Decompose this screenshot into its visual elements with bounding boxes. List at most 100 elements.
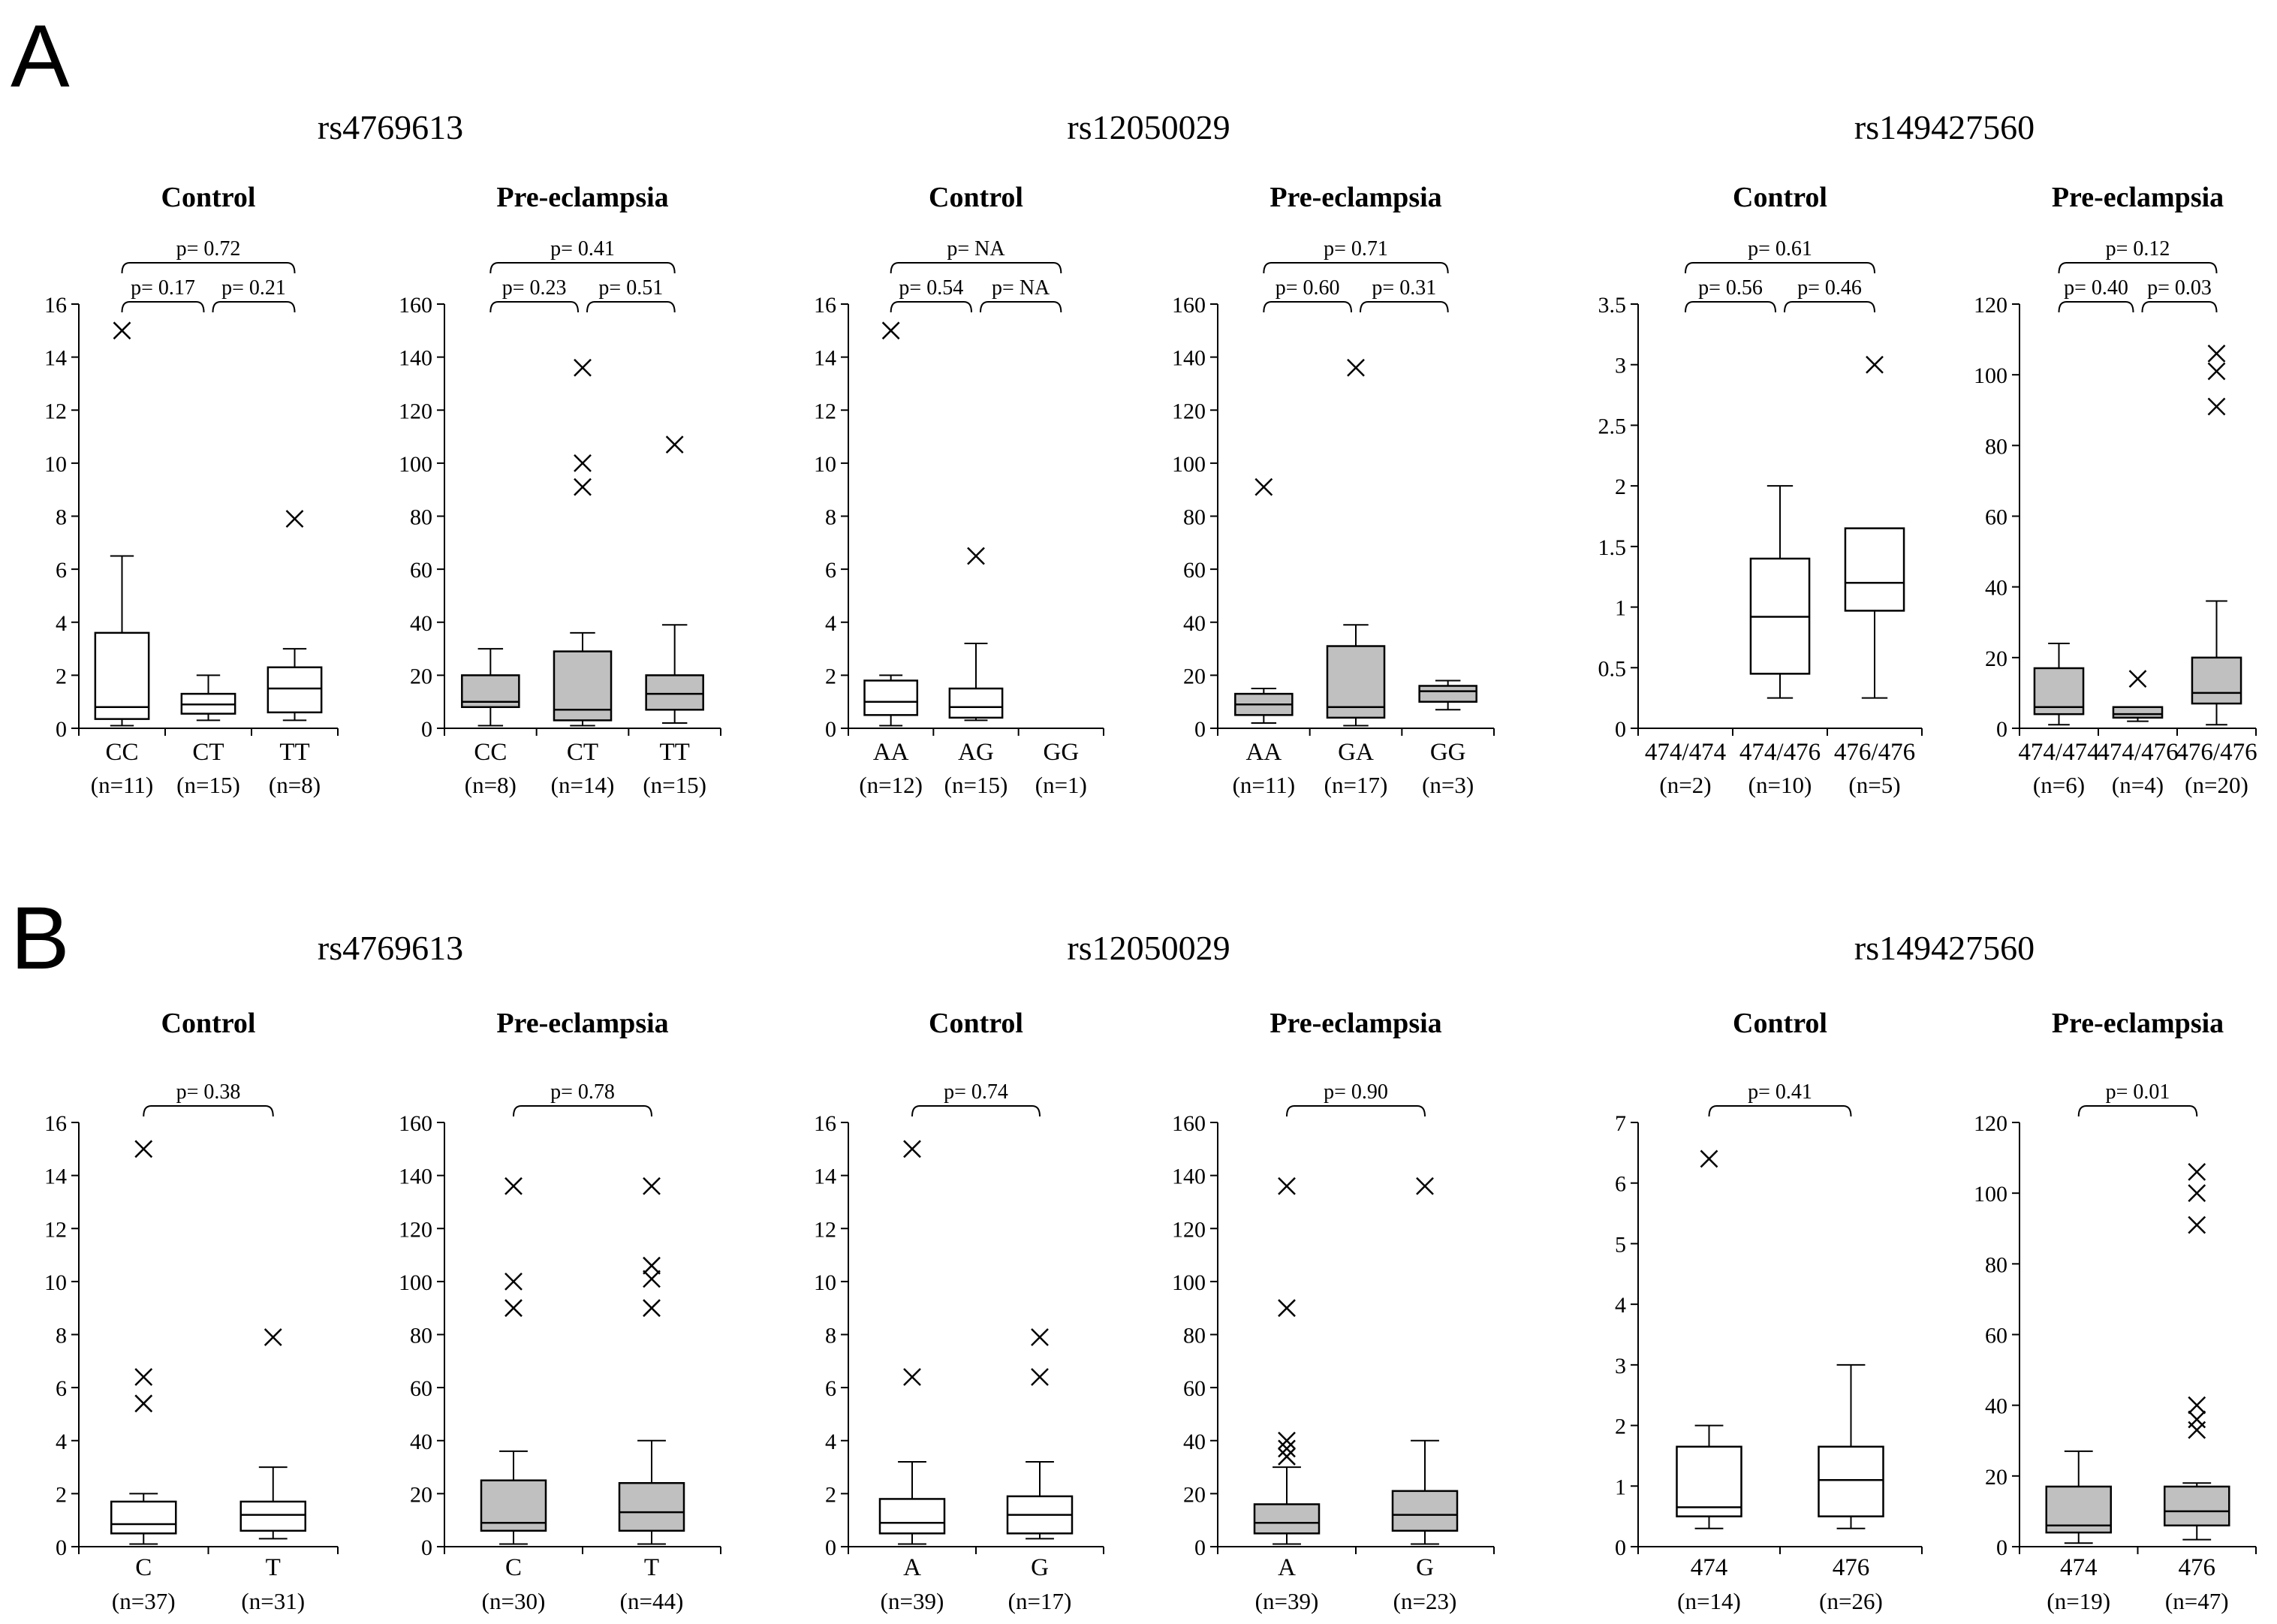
y-tick-label: 160 [1172,293,1206,318]
y-tick-label: 2 [1615,475,1626,499]
outlier-marker [903,1368,921,1386]
outlier-marker [113,321,131,340]
y-tick-label: 40 [1985,1394,2007,1419]
y-tick-label: 0 [1615,1535,1626,1560]
y-tick-label: 2 [1615,1415,1626,1439]
iqr-box [2191,656,2242,705]
bracket-line [143,1105,274,1117]
y-tick-label: 0 [1194,717,1206,742]
bracket-line [121,301,205,313]
y-tick-label: 16 [44,293,67,318]
y-tick-label: 3 [1615,354,1626,378]
y-tick-label: 16 [814,293,836,318]
panel-label-b: B [11,889,70,988]
count-label: (n=37) [112,1588,176,1614]
chart-a-rs149427560: rs149427560 Control 0 0.5 1 1.5 2 2.5 3 3.5 474/47… [1598,108,2035,798]
y-tick-label: 12 [814,1217,836,1242]
snp-title: rs4769613 [318,108,463,146]
y-tick-label: 20 [410,1482,432,1507]
group-title: Control [929,1008,1023,1039]
charts-layer: rs4769613Control0246810121416CC(n=11)CT(… [44,108,2257,1614]
box-g [1006,1461,1074,1540]
category-label: CC [105,739,138,766]
group-title: Control [161,182,256,213]
iqr-box [2112,706,2164,719]
chart-b-rs12050029: rs12050029 Control 0 2 4 6 8 10 12 14 16 A (n=39) G (n… [814,929,1230,1614]
outlier-marker [134,1140,153,1158]
category-label: CT [567,739,598,766]
comparison-bracket: p= 0.12 [2058,237,2218,274]
count-label: (n=3) [1422,772,1474,798]
box-tt [267,648,323,722]
chart-b-rs4769613-pe: Pre-eclampsia 0 20 40 60 80 100 120 140 160 C (n=30… [399,1008,721,1614]
iqr-box [1844,527,1905,612]
y-tick-label: 160 [399,1111,432,1136]
count-label: (n=11) [91,772,153,798]
count-label: (n=12) [859,772,923,798]
outlier-marker [2188,1396,2206,1415]
outlier-marker [1866,355,1884,374]
box-476 [2164,1482,2230,1541]
box-476-476 [2191,600,2242,726]
p-value-label: p= 0.90 [1324,1080,1388,1104]
y-tick-label: 20 [410,664,432,688]
y-tick-label: 6 [1615,1172,1626,1197]
count-label: (n=14) [551,772,615,798]
p-value-label: p= 0.31 [1372,276,1436,300]
box-cc [461,648,520,727]
y-tick-label: 140 [1172,346,1206,371]
bracket-line [2058,262,2218,274]
y-tick-label: 14 [814,1165,836,1189]
y-tick-label: 14 [44,346,67,371]
count-label: (n=17) [1008,1588,1072,1614]
comparison-bracket: p= NA [980,276,1062,313]
box-476-476 [1844,527,1905,699]
bracket-line [1685,301,1776,313]
y-tick-label: 8 [56,1324,67,1348]
comparison-bracket: p= 0.41 [1708,1080,1852,1117]
iqr-box [94,631,150,720]
box-474-476 [1749,485,1811,699]
y-tick-label: 0 [1615,717,1626,742]
category-label: GA [1338,739,1374,766]
category-label: 474/476 [1739,739,1821,766]
y-tick-label: 0 [1996,1535,2007,1560]
y-tick-label: 40 [1183,1430,1206,1454]
count-label: (n=39) [1255,1588,1319,1614]
comparison-bracket: p= 0.51 [586,276,676,313]
y-tick-label: 3 [1615,1354,1626,1378]
comparison-bracket: p= 0.23 [489,276,579,313]
y-tick-label: 80 [410,1324,432,1348]
y-tick-label: 12 [44,399,67,423]
iqr-box [2164,1485,2230,1527]
y-tick-label: 140 [1172,1165,1206,1189]
p-value-label: p= 0.12 [2106,237,2170,261]
p-value-label: p= 0.23 [502,276,567,300]
box-cc [94,555,150,727]
outlier-marker [903,1140,921,1158]
category-label: CT [192,739,224,766]
count-label: (n=30) [482,1588,546,1614]
comparison-bracket: p= 0.03 [2141,276,2218,313]
category-label: A [903,1554,921,1581]
y-tick-label: 60 [410,1376,432,1401]
category-label: 476 [2179,1554,2216,1581]
iqr-box [1326,645,1386,719]
bracket-line [911,1105,1041,1117]
y-tick-label: 40 [1985,576,2007,601]
y-tick-label: 80 [1183,505,1206,530]
bracket-line [513,1105,652,1117]
p-value-label: p= 0.78 [550,1080,615,1104]
category-label: 476 [1833,1554,1870,1581]
count-label: (n=39) [881,1588,944,1614]
count-label: (n=15) [944,772,1008,798]
category-label: T [266,1554,281,1581]
y-tick-label: 60 [1985,1324,2007,1348]
outlier-marker [1278,1439,1296,1458]
category-label: 476/476 [1834,739,1915,766]
y-tick-label: 2.5 [1598,414,1627,438]
outlier-marker [504,1272,523,1291]
y-tick-label: 0 [825,1535,836,1560]
y-tick-label: 80 [410,505,432,530]
outlier-marker [1416,1177,1434,1195]
